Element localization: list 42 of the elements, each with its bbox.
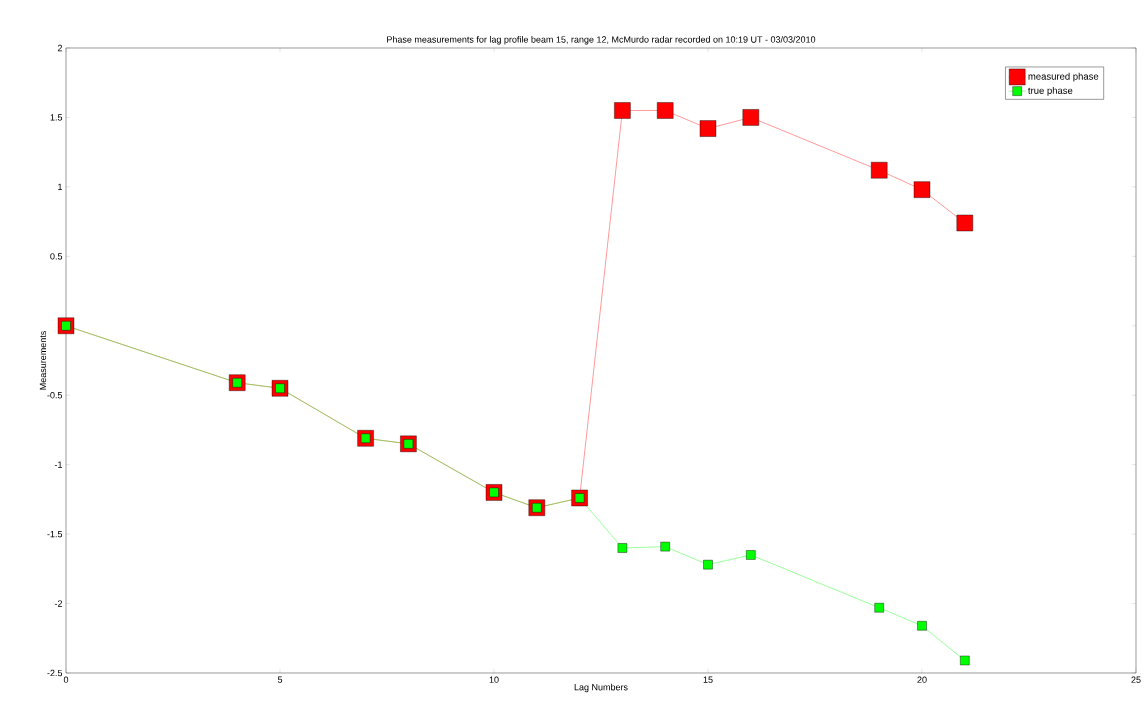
point [360,433,371,443]
point [660,541,670,552]
x-tick-label: 15 [703,676,713,683]
point [614,102,631,119]
y-tick-label: -2.5 [47,669,63,677]
y-tick-label: 1 [58,183,63,190]
y-tick-label: 2 [57,44,63,52]
point [657,102,674,119]
y-tick-label: -2 [54,600,63,607]
x-tick-label: 10 [489,676,499,683]
point [574,493,585,503]
point [489,487,499,498]
chart-title: Phase measurements for lag profile beam 15, range 12, McMurdo radar recorded on 10:19 UT - 03/03/2010 [387,36,816,45]
point [956,214,973,232]
point [871,162,888,179]
point [61,321,71,331]
legend-label: true phase [1028,86,1073,96]
y-tick-label: 0.5 [50,253,63,260]
point [703,559,713,570]
x-tick-label: 20 [917,676,927,683]
y-tick-label: 1.5 [50,114,63,121]
x-tick-label: 25 [1131,676,1141,683]
point [742,109,759,126]
y-tick-label: -0.5 [47,392,63,399]
point [913,181,931,198]
legend-label: measured phase [1028,72,1099,82]
point [874,603,884,613]
point [617,543,628,553]
x-tick-label: 0 [63,676,69,683]
x-tick-label: 5 [277,676,283,683]
point [232,378,242,388]
y-tick-label: -1 [54,461,63,468]
point [960,655,970,666]
point [746,550,756,560]
y-axis-title: Measurements [39,331,47,390]
point [275,383,285,393]
point [403,439,414,449]
point [699,120,717,137]
point [532,503,542,513]
y-tick-label: -1.5 [47,530,63,538]
point [917,621,927,631]
x-axis-title: Lag Numbers [574,683,628,693]
